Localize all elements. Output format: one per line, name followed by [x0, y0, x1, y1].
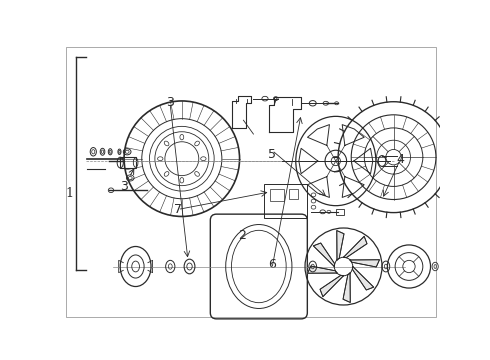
Text: 4: 4: [396, 153, 404, 166]
Bar: [264, 184, 307, 218]
Bar: [120, 157, 136, 168]
Polygon shape: [343, 236, 367, 258]
Polygon shape: [337, 230, 344, 260]
Text: 3: 3: [166, 96, 174, 109]
Polygon shape: [320, 275, 343, 297]
Polygon shape: [350, 260, 379, 267]
Text: 7: 7: [173, 203, 182, 216]
Polygon shape: [352, 266, 374, 290]
Text: 3: 3: [120, 169, 134, 193]
Bar: [336, 209, 343, 215]
Text: 6: 6: [268, 258, 276, 271]
Text: 5: 5: [268, 148, 276, 161]
Bar: [270, 189, 284, 201]
Text: 2: 2: [238, 229, 245, 242]
Text: 1: 1: [65, 187, 74, 200]
Polygon shape: [308, 266, 337, 273]
Polygon shape: [313, 243, 335, 266]
Polygon shape: [343, 273, 350, 302]
Bar: [289, 189, 298, 199]
